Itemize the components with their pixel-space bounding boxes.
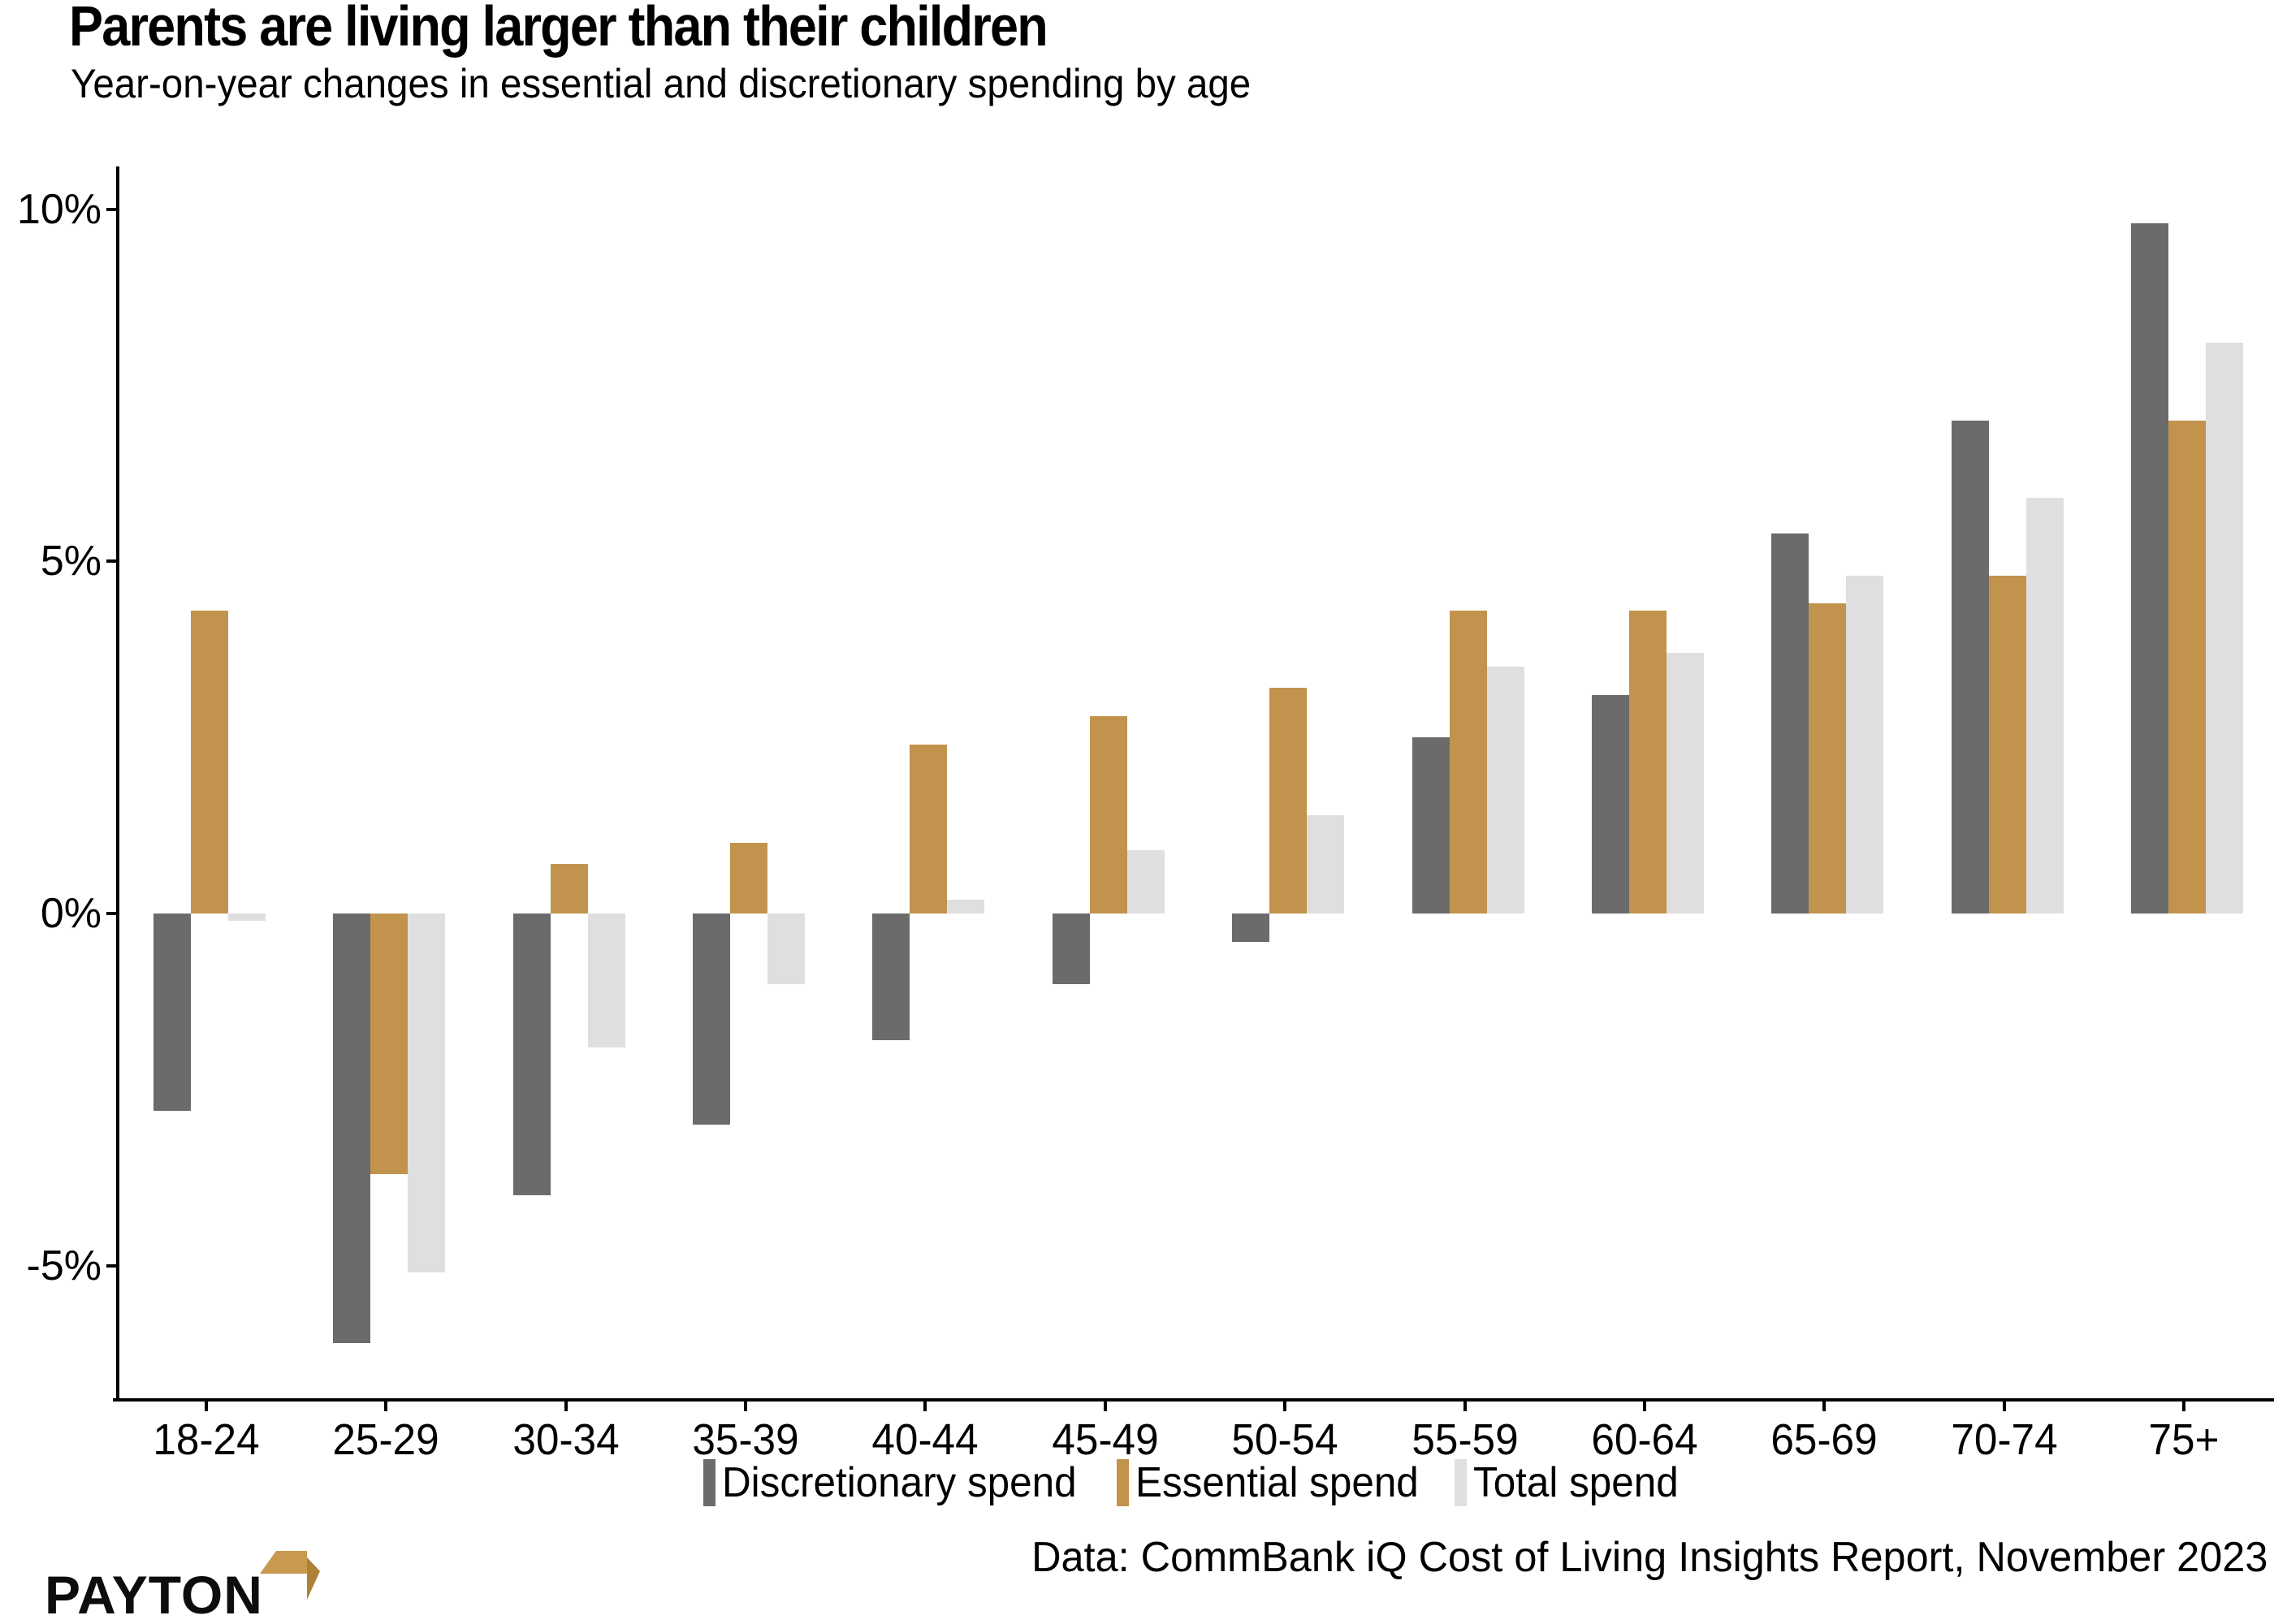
bar-essential-spend-35-39: [729, 843, 767, 914]
bar-discretionary-spend-60-64: [1592, 695, 1630, 914]
bar-total-spend-30-34: [587, 914, 625, 1047]
y-tick-mark: [106, 1263, 116, 1268]
data-source-note: Data: CommBank iQ Cost of Living Insight…: [1031, 1534, 2268, 1581]
bar-essential-spend-18-24: [190, 611, 228, 914]
bar-total-spend-65-69: [1846, 575, 1884, 914]
bar-total-spend-25-29: [408, 914, 446, 1273]
plot-area: [116, 166, 2274, 1398]
x-tick-mark: [1103, 1402, 1107, 1411]
legend-item-discretionary: Discretionary spend: [703, 1458, 1096, 1507]
bar-discretionary-spend-55-59: [1412, 737, 1450, 914]
x-tick-mark: [2182, 1402, 2186, 1411]
x-tick-label: 18-24: [153, 1415, 260, 1464]
x-tick-mark: [743, 1402, 747, 1411]
bar-total-spend-75+: [2206, 343, 2244, 914]
bar-essential-spend-65-69: [1809, 603, 1847, 914]
legend-label: Total spend: [1472, 1459, 1679, 1506]
x-tick-label: 25-29: [332, 1415, 439, 1464]
x-tick-mark: [1463, 1402, 1467, 1411]
bar-total-spend-50-54: [1307, 814, 1345, 914]
bar-essential-spend-60-64: [1629, 611, 1667, 914]
chart-title: Parents are living larger than their chi…: [69, 0, 1048, 58]
x-tick-mark: [1283, 1402, 1287, 1411]
bar-discretionary-spend-30-34: [512, 914, 551, 1195]
y-tick-label: 10%: [16, 185, 102, 233]
y-tick-mark: [106, 207, 116, 211]
bar-essential-spend-30-34: [550, 864, 588, 914]
legend: Discretionary spend Essential spend Tota…: [703, 1458, 1689, 1507]
x-tick-label: 60-64: [1591, 1415, 1698, 1464]
bar-total-spend-45-49: [1126, 849, 1165, 914]
bar-essential-spend-75+: [2168, 420, 2207, 914]
bar-discretionary-spend-50-54: [1232, 914, 1270, 942]
x-tick-mark: [2002, 1402, 2006, 1411]
x-tick-mark: [1822, 1402, 1827, 1411]
bar-total-spend-60-64: [1667, 653, 1705, 914]
bar-essential-spend-45-49: [1089, 716, 1127, 914]
discretionary-legend-swatch: [703, 1459, 715, 1506]
bar-essential-spend-70-74: [1988, 575, 2026, 914]
x-tick-mark: [1643, 1402, 1647, 1411]
y-tick-label: 5%: [40, 538, 102, 585]
bar-discretionary-spend-75+: [2131, 223, 2169, 914]
x-tick-label: 35-39: [692, 1415, 799, 1464]
bar-total-spend-55-59: [1486, 667, 1524, 914]
x-tick-mark: [384, 1402, 388, 1411]
bar-discretionary-spend-40-44: [872, 914, 910, 1041]
total-legend-swatch: [1454, 1459, 1467, 1506]
legend-item-essential: Essential spend: [1116, 1458, 1433, 1507]
x-tick-label: 50-54: [1231, 1415, 1338, 1464]
y-tick-label: 0%: [40, 890, 102, 937]
bar-essential-spend-50-54: [1269, 688, 1308, 914]
y-tick-label: -5%: [26, 1242, 102, 1289]
bar-essential-spend-55-59: [1449, 611, 1487, 914]
logo-text: PAYTON: [45, 1565, 263, 1624]
legend-label: Essential spend: [1135, 1459, 1419, 1506]
x-tick-label: 55-59: [1412, 1415, 1519, 1464]
bar-discretionary-spend-25-29: [333, 914, 371, 1344]
bar-total-spend-18-24: [227, 914, 266, 921]
x-tick-mark: [204, 1402, 208, 1411]
bar-essential-spend-40-44: [910, 744, 948, 914]
x-axis-line: [113, 1398, 2274, 1402]
bar-discretionary-spend-45-49: [1052, 914, 1090, 984]
legend-label: Discretionary spend: [721, 1459, 1077, 1506]
x-tick-label: 45-49: [1052, 1415, 1159, 1464]
x-tick-mark: [564, 1402, 568, 1411]
y-tick-mark: [106, 912, 116, 915]
x-tick-label: 75+: [2148, 1415, 2220, 1464]
x-tick-mark: [923, 1402, 927, 1411]
y-tick-mark: [106, 559, 116, 564]
legend-item-total: Total spend: [1454, 1458, 1689, 1507]
bar-discretionary-spend-65-69: [1771, 533, 1809, 914]
bar-total-spend-35-39: [767, 914, 805, 984]
x-tick-label: 30-34: [512, 1415, 620, 1464]
gold-flag-arrow-icon: [259, 1551, 320, 1600]
chart-subtitle: Year-on-year changes in essential and di…: [71, 61, 1252, 106]
x-tick-label: 40-44: [871, 1415, 979, 1464]
x-tick-label: 70-74: [1951, 1415, 2058, 1464]
bar-discretionary-spend-35-39: [692, 914, 730, 1125]
bar-discretionary-spend-70-74: [1951, 420, 1989, 914]
payton-logo: PAYTON: [45, 1549, 322, 1623]
bar-total-spend-70-74: [2025, 498, 2064, 914]
bar-discretionary-spend-18-24: [153, 914, 191, 1111]
bar-total-spend-40-44: [947, 899, 985, 914]
essential-legend-swatch: [1116, 1459, 1129, 1506]
x-tick-label: 65-69: [1770, 1415, 1878, 1464]
bar-essential-spend-25-29: [370, 914, 409, 1174]
